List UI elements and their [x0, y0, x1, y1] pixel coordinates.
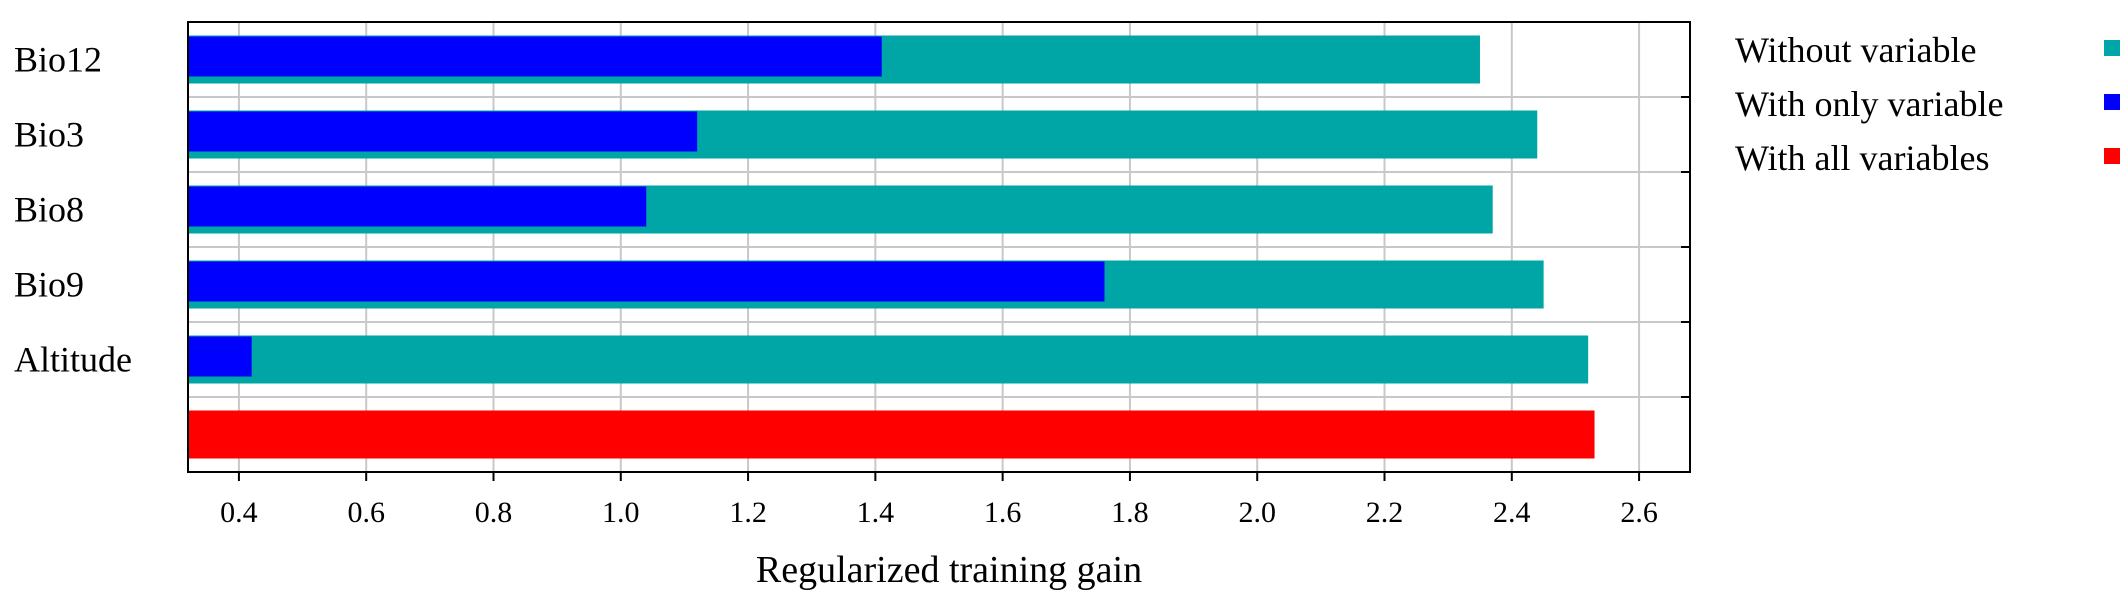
legend: Without variable With only variable With a…	[1735, 30, 2120, 178]
bar-without-variable	[188, 335, 1589, 384]
bar-with-only-variable	[188, 336, 252, 377]
legend-swatch	[2104, 40, 2120, 56]
x-tick-label: 2.4	[1493, 496, 1531, 529]
x-axis-title: Regularized training gain	[756, 549, 1142, 591]
gridlines	[188, 22, 1690, 472]
x-tick-label: 0.8	[475, 496, 513, 529]
category-label: Altitude	[14, 340, 132, 380]
x-tick-label: 2.0	[1238, 496, 1276, 529]
category-label: Bio8	[14, 190, 84, 230]
bar-with-all-variables	[188, 410, 1595, 459]
category-label: Bio12	[14, 40, 102, 80]
x-tick-label: 2.6	[1620, 496, 1658, 529]
bar-with-only-variable	[188, 186, 647, 227]
legend-label: Without variable	[1735, 30, 1976, 70]
bars	[188, 35, 1595, 459]
legend-label: With all variables	[1735, 138, 1989, 178]
x-tick-labels: 0.4 0.6 0.8 1.0 1.2 1.4 1.6 1.8 2.0 2.2 2.4 2.6	[220, 496, 1658, 529]
bar-with-only-variable	[188, 36, 882, 77]
x-tick-label: 0.4	[220, 496, 258, 529]
x-tick-label: 2.2	[1366, 496, 1404, 529]
bar-with-only-variable	[188, 111, 698, 152]
x-tick-label: 1.6	[984, 496, 1022, 529]
category-label: Bio3	[14, 115, 84, 155]
category-labels: Bio12 Bio3 Bio8 Bio9 Altitude	[14, 40, 132, 380]
legend-label: With only variable	[1735, 84, 2003, 124]
x-tick-label: 0.6	[347, 496, 385, 529]
legend-swatch	[2104, 94, 2120, 110]
legend-swatch	[2104, 148, 2120, 164]
x-tick-label: 1.4	[857, 496, 895, 529]
x-tick-label: 1.0	[602, 496, 640, 529]
tick-marks	[237, 96, 1690, 481]
x-tick-label: 1.2	[729, 496, 767, 529]
bar-with-only-variable	[188, 261, 1105, 302]
category-label: Bio9	[14, 265, 84, 305]
x-tick-label: 1.8	[1111, 496, 1149, 529]
